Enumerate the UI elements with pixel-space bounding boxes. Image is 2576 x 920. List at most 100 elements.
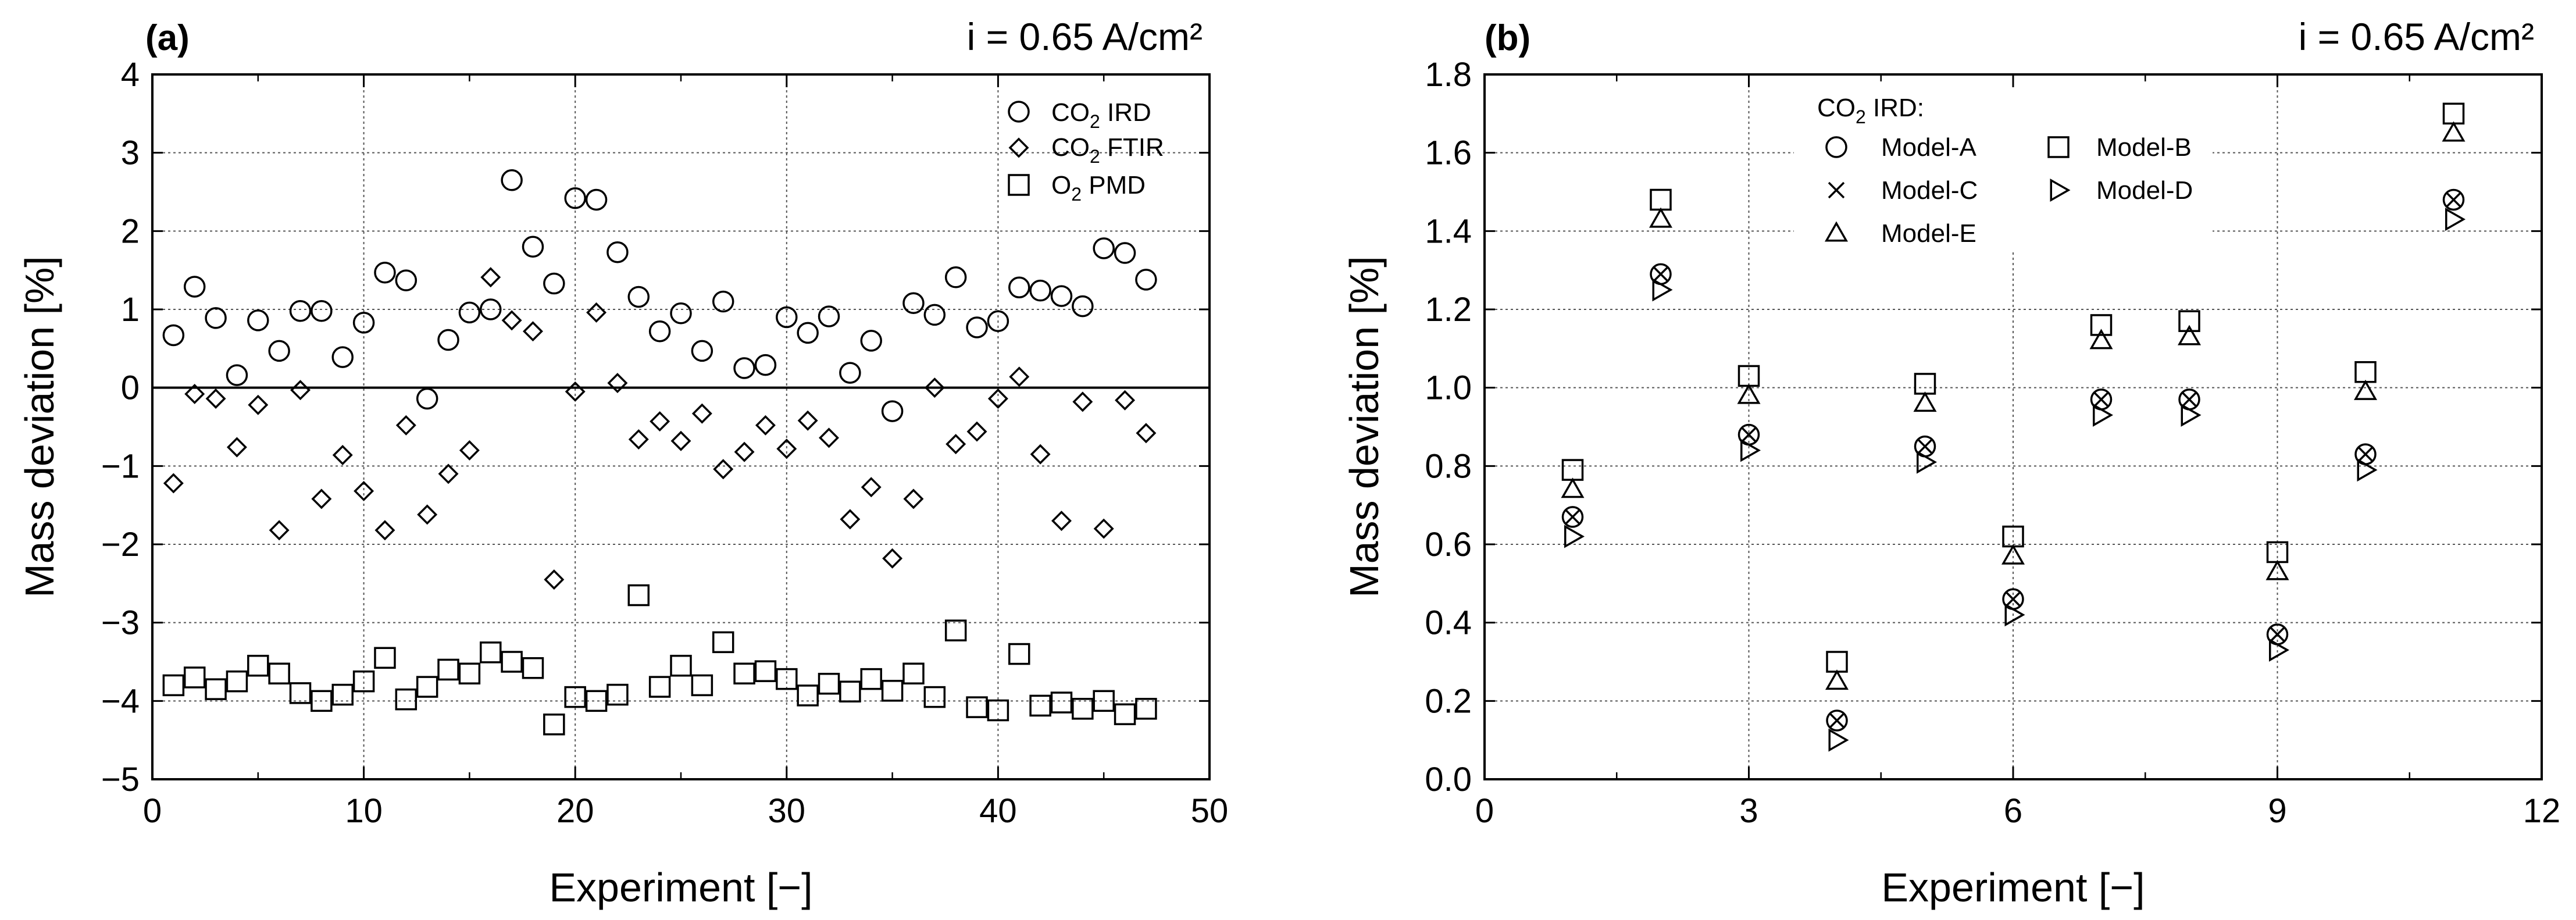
point-model-b: [2354, 361, 2377, 383]
point-model-e: [2001, 544, 2025, 565]
point-o2-pmd: [183, 666, 206, 689]
point-co2-ftir: [1093, 518, 1114, 539]
point-o2-pmd: [501, 651, 523, 673]
legend-marker-co2-ird: [1008, 101, 1030, 123]
point-co2-ird: [627, 286, 650, 308]
point-co2-ftir: [691, 403, 712, 424]
point-co2-ird: [902, 292, 925, 314]
point-o2-pmd: [268, 662, 290, 684]
y-tick-label: 0.6: [1425, 526, 1472, 564]
point-co2-ird: [670, 302, 692, 325]
point-model-c: [2093, 391, 2110, 408]
point-co2-ird: [374, 261, 396, 284]
point-o2-pmd: [226, 670, 248, 693]
y-tick-label: 4: [121, 56, 140, 94]
point-co2-ird: [733, 357, 755, 379]
point-o2-pmd: [331, 683, 354, 706]
point-model-c: [2445, 191, 2462, 208]
point-co2-ird: [458, 301, 481, 324]
legend-co2-ird-sub: 2: [1090, 111, 1100, 132]
point-model-c: [2357, 445, 2374, 463]
legend-title-sub: 2: [1856, 106, 1866, 127]
point-co2-ftir: [924, 377, 945, 398]
point-co2-ird: [183, 276, 206, 298]
point-co2-ird: [331, 346, 354, 368]
point-model-e: [1649, 207, 1673, 228]
point-model-a: [1826, 709, 1848, 732]
point-co2-ird: [1008, 276, 1030, 299]
point-co2-ird: [247, 309, 269, 331]
point-co2-ftir: [1136, 423, 1157, 444]
point-model-d: [2093, 403, 2114, 427]
panel-b-data-points: [1561, 102, 2466, 752]
y-tick-label: −4: [101, 682, 140, 720]
point-o2-pmd: [902, 662, 925, 684]
x-tick-label: 3: [1739, 792, 1758, 830]
point-model-d: [1564, 525, 1585, 548]
y-tick-label: 0: [121, 369, 140, 407]
point-model-d: [2004, 603, 2025, 627]
point-co2-ird: [162, 324, 185, 347]
point-co2-ftir: [523, 321, 543, 342]
point-o2-pmd: [458, 662, 481, 684]
point-co2-ftir: [776, 438, 797, 459]
legend-title-main: CO: [1817, 94, 1856, 122]
point-co2-ftir: [946, 434, 966, 455]
point-co2-ftir: [163, 473, 184, 494]
x-tick-label: 12: [2523, 792, 2561, 830]
y-tick-label: 1.2: [1425, 291, 1472, 329]
point-co2-ftir: [184, 383, 205, 404]
point-model-b: [2090, 314, 2113, 336]
point-co2-ftir: [1115, 390, 1136, 411]
point-o2-pmd: [627, 584, 650, 607]
legend-entry-model-a: Model-A: [1881, 133, 1976, 162]
y-tick-label: 1.0: [1425, 369, 1472, 407]
point-co2-ftir: [1030, 444, 1051, 465]
panel-a-legend: CO2 IRD CO2 FTIR O2 PMD: [1008, 98, 1164, 205]
point-co2-ird: [480, 298, 502, 320]
point-o2-pmd: [247, 654, 269, 677]
point-o2-pmd: [162, 674, 185, 697]
point-co2-ird: [860, 330, 882, 352]
panel-b-legend-background: [1794, 81, 2213, 251]
point-co2-ftir: [480, 267, 501, 288]
panel-b-ticks: 0.0 0.2 0.4 0.6 0.8 1.0 1.2 1.4 1.6 1.8 0 3 6 9 12: [1425, 56, 2560, 830]
point-co2-ird: [754, 354, 777, 376]
point-co2-ftir: [269, 520, 290, 541]
point-co2-ird: [205, 307, 227, 329]
y-tick-label: 2: [121, 212, 140, 250]
point-model-b: [1561, 459, 1584, 481]
point-co2-ird: [543, 272, 565, 295]
legend-marker-model-e: [1824, 221, 1849, 242]
point-o2-pmd: [691, 674, 713, 697]
point-co2-ird: [1050, 285, 1073, 307]
legend-entry-o2-pmd: O2 PMD: [1051, 171, 1146, 205]
point-co2-ftir: [628, 429, 649, 450]
point-model-c: [2004, 591, 2022, 608]
point-o2-pmd: [1050, 691, 1073, 714]
point-model-d: [2269, 638, 2290, 662]
x-tick-label: 10: [345, 792, 383, 830]
y-tick-label: 1.4: [1425, 212, 1472, 250]
x-tick-label: 20: [556, 792, 594, 830]
point-model-b: [2178, 310, 2200, 332]
point-co2-ftir: [565, 381, 586, 402]
point-model-e: [2442, 121, 2466, 142]
point-co2-ird: [776, 306, 798, 329]
point-model-e: [2265, 559, 2289, 580]
point-o2-pmd: [416, 676, 438, 698]
x-tick-label: 9: [2268, 792, 2286, 830]
y-tick-label: −2: [101, 526, 140, 564]
legend-entry-model-b: Model-B: [2096, 133, 2192, 162]
point-co2-ftir: [1051, 511, 1072, 532]
legend-co2-ftir-main: CO: [1051, 133, 1090, 162]
legend-entry-co2-ftir: CO2 FTIR: [1051, 133, 1164, 167]
point-o2-pmd: [395, 688, 418, 711]
y-tick-label: 1.8: [1425, 56, 1472, 94]
point-o2-pmd: [839, 680, 861, 703]
point-co2-ftir: [755, 415, 776, 436]
point-co2-ftir: [290, 380, 311, 401]
point-model-b: [1650, 188, 1672, 211]
x-tick-label: 40: [979, 792, 1017, 830]
